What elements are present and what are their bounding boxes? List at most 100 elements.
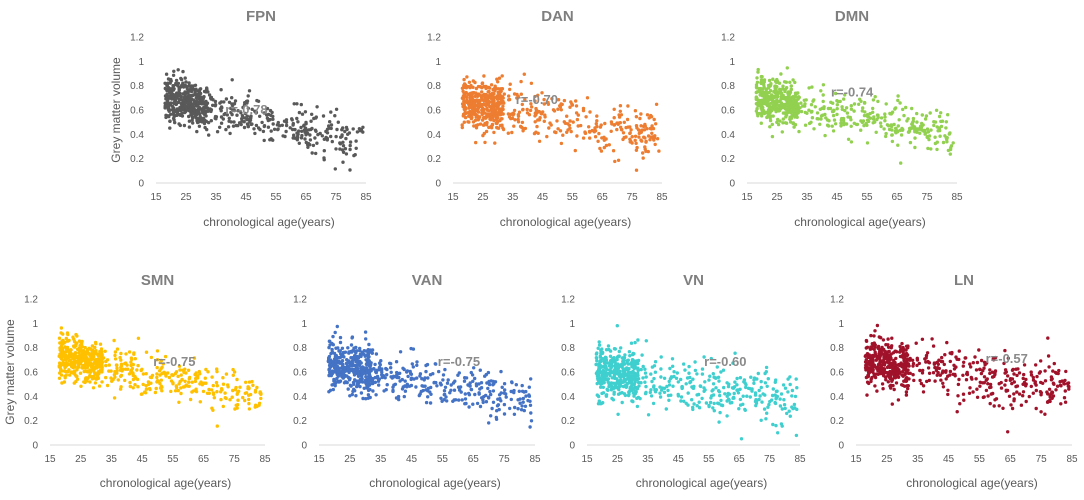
scatter-point xyxy=(348,147,352,152)
scatter-point xyxy=(350,392,354,397)
x-tick-label: 25 xyxy=(344,454,356,465)
scatter-point xyxy=(821,99,825,104)
scatter-point xyxy=(941,369,945,373)
scatter-point xyxy=(173,389,178,393)
scatter-point xyxy=(403,384,407,388)
scatter-point xyxy=(202,121,207,126)
scatter-point xyxy=(506,131,510,135)
scatter-point xyxy=(620,391,624,395)
scatter-point xyxy=(649,372,653,376)
scatter-point xyxy=(223,391,227,395)
scatter-point xyxy=(171,73,176,78)
scatter-point xyxy=(244,380,248,384)
scatter-point xyxy=(418,374,422,378)
scatter-point xyxy=(874,130,878,134)
scatter-point xyxy=(159,378,163,382)
scatter-point xyxy=(799,109,804,114)
scatter-point xyxy=(1067,387,1071,391)
scatter-point xyxy=(896,143,900,147)
scatter-point xyxy=(338,340,343,345)
y-tick-label: 0.8 xyxy=(561,343,575,354)
scatter-point xyxy=(947,132,951,136)
scatter-point xyxy=(925,379,929,384)
scatter-point xyxy=(738,397,743,402)
scatter-point xyxy=(944,136,948,140)
scatter-point xyxy=(643,391,648,396)
scatter-point xyxy=(516,114,521,119)
scatter-point xyxy=(361,125,365,129)
scatter-point xyxy=(487,382,492,387)
scatter-point xyxy=(889,112,893,116)
scatter-point xyxy=(104,359,108,364)
scatter-point xyxy=(366,385,370,389)
scatter-point xyxy=(242,103,247,107)
scatter-point xyxy=(1051,381,1056,385)
scatter-point xyxy=(469,116,474,121)
scatter-point xyxy=(496,80,500,84)
scatter-point xyxy=(507,98,511,102)
scatter-point xyxy=(97,384,102,388)
scatter-point xyxy=(422,378,426,382)
x-axis-label: chronological age(years) xyxy=(100,476,231,490)
scatter-point xyxy=(246,94,250,98)
scatter-point xyxy=(594,352,599,356)
scatter-point xyxy=(631,386,636,391)
scatter-point xyxy=(462,77,466,82)
scatter-point xyxy=(1015,384,1020,388)
scatter-point xyxy=(904,393,909,397)
scatter-point xyxy=(215,424,219,428)
scatter-point xyxy=(135,368,139,372)
scatter-point xyxy=(894,356,898,361)
scatter-point xyxy=(626,393,631,398)
scatter-point xyxy=(754,96,759,100)
scatter-point xyxy=(793,394,798,399)
scatter-point xyxy=(940,355,944,360)
x-tick-label: 15 xyxy=(741,192,753,203)
scatter-point xyxy=(593,135,598,139)
scatter-point xyxy=(788,375,792,379)
scatter-point xyxy=(674,376,679,380)
scatter-point xyxy=(700,367,705,371)
scatter-point xyxy=(608,354,613,358)
y-tick-label: 0.2 xyxy=(293,416,307,427)
scatter-point xyxy=(842,122,846,127)
scatter-point xyxy=(211,383,215,388)
scatter-point xyxy=(94,377,99,381)
scatter-point xyxy=(136,336,141,340)
scatter-point xyxy=(354,394,358,398)
scatter-point xyxy=(953,374,957,378)
scatter-point xyxy=(185,90,190,94)
scatter-point xyxy=(1046,336,1050,340)
scatter-point xyxy=(198,91,203,96)
scatter-point xyxy=(768,116,772,120)
scatter-point xyxy=(932,123,936,128)
scatter-point xyxy=(123,361,127,366)
scatter-point xyxy=(1045,390,1049,394)
scatter-points xyxy=(754,66,955,165)
scatter-point xyxy=(189,89,194,94)
scatter-point xyxy=(468,85,472,90)
scatter-point xyxy=(443,385,448,389)
scatter-point xyxy=(471,379,475,383)
scatter-point xyxy=(105,383,110,388)
scatter-point xyxy=(884,378,888,382)
scatter-point xyxy=(1058,380,1062,384)
scatter-point xyxy=(602,365,606,369)
scatter-point xyxy=(308,138,313,142)
scatter-point xyxy=(414,385,418,389)
scatter-point xyxy=(891,362,896,366)
y-tick-label: 1.2 xyxy=(427,33,441,44)
scatter-point xyxy=(730,386,735,390)
scatter-point xyxy=(462,83,466,88)
scatter-points xyxy=(594,324,799,441)
scatter-point xyxy=(925,135,930,139)
scatter-point xyxy=(389,366,393,370)
scatter-point xyxy=(271,117,275,122)
scatter-point xyxy=(684,382,688,386)
scatter-point xyxy=(883,352,887,356)
scatter-point xyxy=(167,375,172,380)
scatter-point xyxy=(99,369,104,373)
scatter-point xyxy=(385,373,389,377)
scatter-point xyxy=(192,356,197,360)
